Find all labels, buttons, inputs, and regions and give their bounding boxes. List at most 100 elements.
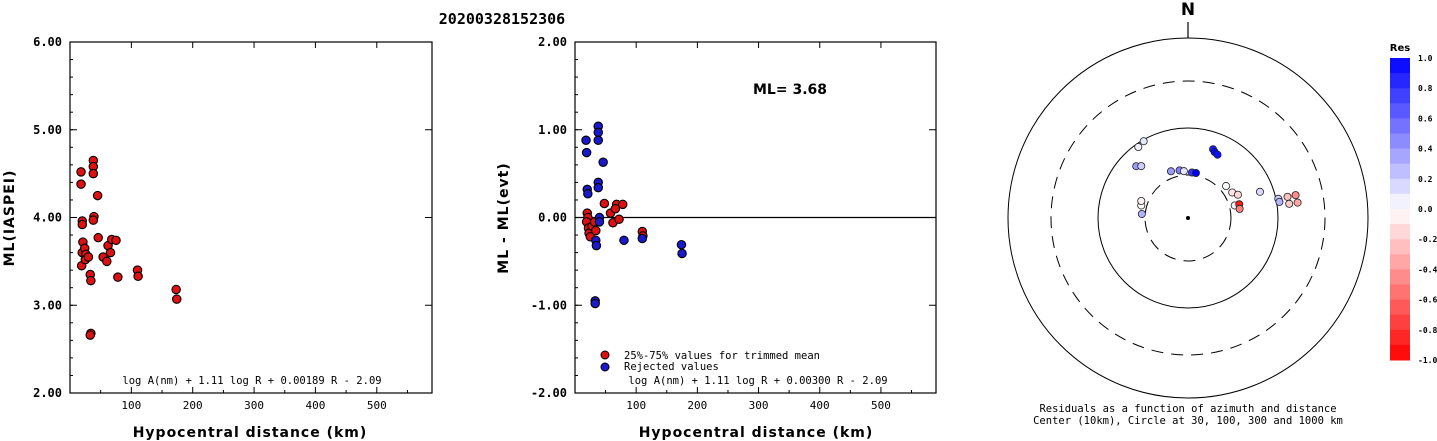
ml-chart-ylabel: ML(IASPEI)	[2, 170, 18, 267]
colorbar-cell	[1390, 299, 1410, 316]
ml-chart-xtick-label: 100	[121, 399, 141, 412]
trimmed-point	[614, 214, 624, 225]
station-residual-point	[1283, 192, 1292, 201]
trimmed-point	[599, 198, 610, 209]
rejected-point	[598, 157, 608, 167]
ml-point	[88, 215, 99, 225]
ml-point	[172, 294, 182, 304]
trimmed-point	[610, 203, 621, 214]
north-label: N	[1181, 0, 1195, 20]
rejected-point	[581, 147, 592, 158]
residual-chart-xtick-label: 100	[626, 399, 646, 412]
ml-point	[113, 272, 123, 282]
ml-point	[86, 275, 96, 286]
ml-chart-ytick-label: 2.00	[33, 386, 62, 400]
rejected-point	[677, 248, 687, 259]
colorbar-cell	[1390, 148, 1410, 165]
ml-chart-ytick-label: 6.00	[33, 35, 62, 49]
colorbar-cell	[1390, 178, 1410, 195]
station-residual-point	[1285, 199, 1294, 208]
ml-point	[76, 179, 86, 189]
residual-chart-ytick-label: -1.00	[531, 298, 567, 312]
colorbar-label: 0.6	[1418, 114, 1433, 123]
colorbar-cell	[1390, 163, 1410, 180]
rejected-point	[593, 135, 604, 146]
trimmed-point	[617, 199, 628, 210]
colorbar-cell	[1390, 209, 1410, 225]
station-residual-point	[1255, 187, 1264, 196]
colorbar-label: -1.0	[1418, 356, 1437, 365]
ring-30km	[1144, 174, 1232, 262]
residual-chart-ytick-label: 1.00	[538, 123, 567, 137]
ring-1000km	[1007, 37, 1369, 399]
azimuth-caption-line-2: Center (10km), Circle at 30, 100, 300 an…	[1033, 415, 1343, 427]
ml-point	[85, 330, 95, 340]
legend-marker-trimmed	[600, 350, 610, 360]
residual-chart-xtick-label: 200	[687, 399, 707, 412]
ml-chart-xtick-label: 200	[183, 399, 203, 412]
residual-chart-xtick-label: 300	[749, 399, 769, 412]
ring-100km	[1097, 127, 1279, 309]
rejected-point	[619, 235, 629, 246]
figure-title: 20200328152306	[439, 10, 565, 28]
residual-chart-xlabel: Hypocentral distance (km)	[639, 425, 874, 441]
station-residual-point	[1191, 169, 1200, 178]
ml-point	[83, 252, 94, 262]
ml-point	[77, 219, 88, 230]
rejected-point	[594, 217, 605, 227]
colorbar-cell	[1390, 269, 1410, 285]
rejected-point	[581, 135, 591, 146]
ml-point	[93, 232, 103, 243]
colorbar-cell	[1390, 224, 1410, 240]
rejected-point	[583, 189, 593, 199]
colorbar-label: 0.0	[1418, 205, 1433, 214]
station-residual-point	[1222, 182, 1231, 191]
colorbar-label: 0.8	[1418, 84, 1433, 93]
residual-chart-xtick-label: 500	[871, 399, 891, 412]
ml-point	[88, 168, 99, 179]
legend-marker-rejected	[600, 362, 610, 372]
trimmed-point	[591, 225, 601, 236]
station-residual-point	[1137, 162, 1146, 171]
colorbar-cell	[1390, 58, 1410, 74]
colorbar-cell	[1390, 284, 1410, 301]
station-residual-point	[1139, 137, 1148, 146]
colorbar-label: -0.4	[1418, 265, 1437, 274]
colorbar-cell	[1390, 133, 1410, 150]
ml-chart-formula: log A(nm) + 1.11 log R + 0.00189 R - 2.0…	[122, 375, 381, 387]
residual-chart-xtick-label: 400	[810, 399, 830, 412]
legend-label-trimmed: 25%-75% values for trimmed mean	[624, 350, 820, 362]
ml-point	[111, 235, 121, 246]
ml-point	[105, 247, 116, 258]
colorbar-cell	[1390, 103, 1410, 119]
station-residual-point	[1213, 150, 1222, 159]
rejected-point	[590, 298, 600, 309]
ml-chart-ytick-label: 3.00	[33, 298, 62, 312]
colorbar-cell	[1390, 344, 1410, 361]
rejected-point	[637, 233, 648, 244]
colorbar-cell	[1390, 329, 1410, 346]
colorbar-label: 0.4	[1418, 145, 1433, 154]
ml-chart-xtick-label: 300	[244, 399, 264, 412]
station-residual-point	[1137, 196, 1146, 205]
colorbar-title: Res	[1390, 43, 1410, 54]
ml-point	[92, 190, 103, 201]
ml-point	[76, 167, 86, 177]
colorbar-cell	[1390, 314, 1410, 331]
residual-colorbar: Res 1.0 0.8 0.6 0.4 0.2 0.0 -0.2 -0.4 -0.6 -0.8 -1…	[1390, 43, 1437, 365]
residual-chart-ytick-label: 0.00	[538, 211, 567, 225]
station-residual-point	[1235, 204, 1244, 213]
colorbar-cell	[1390, 193, 1410, 210]
residual-chart-formula: log A(nm) + 1.11 log R + 0.00300 R - 2.0…	[628, 375, 887, 387]
station-residual-point	[1233, 190, 1242, 199]
colorbar-cell	[1390, 254, 1410, 270]
ml-point	[171, 284, 181, 295]
residual-chart-ylabel: ML - ML(evt)	[496, 162, 512, 273]
station-residual-point	[1275, 197, 1284, 206]
azimuth-chart: N Residuals as a function of azimuth and…	[1007, 0, 1369, 427]
residual-legend: 25%-75% values for trimmed mean Rejected…	[600, 350, 820, 373]
colorbar-label: 0.2	[1418, 175, 1433, 184]
colorbar-cell	[1390, 118, 1410, 134]
station-residual-point	[1291, 191, 1300, 200]
